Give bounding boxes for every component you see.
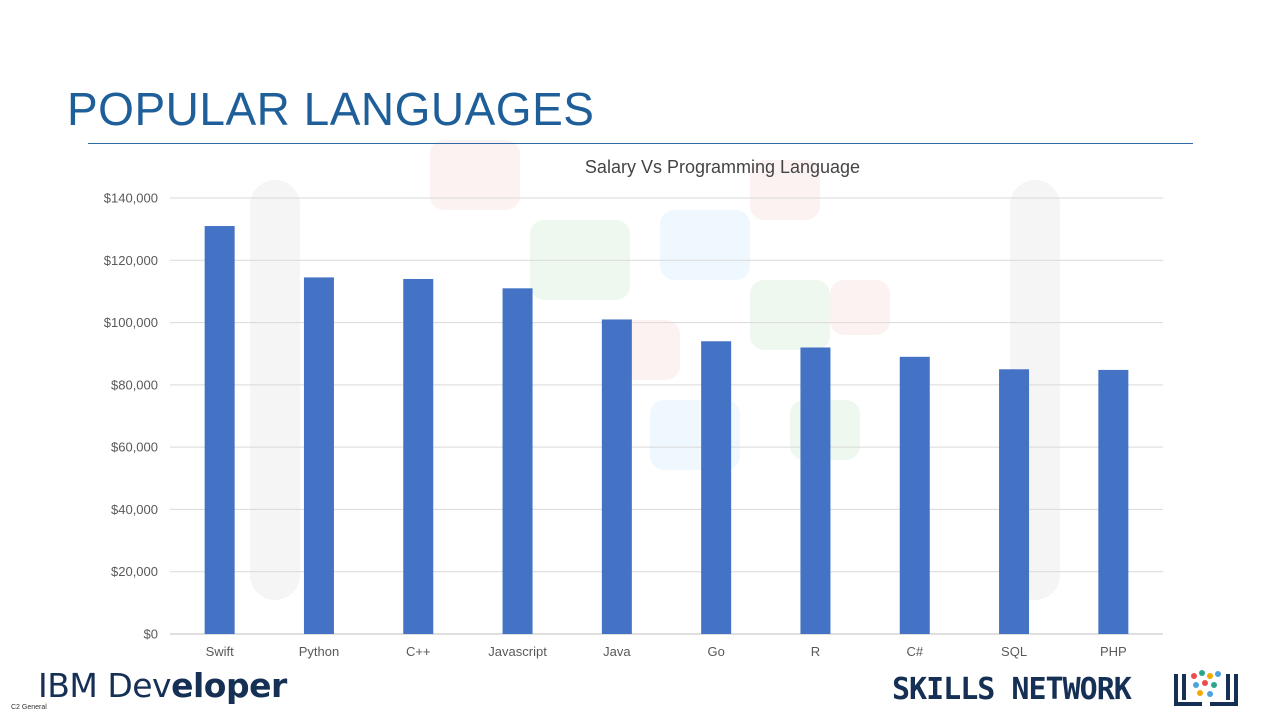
- skills-network-logo: SKILLS NETWORK: [892, 672, 1132, 707]
- gridlines: [170, 197, 1163, 635]
- x-tick-label: SQL: [1001, 644, 1027, 659]
- bars: [204, 226, 1129, 634]
- slide-title: POPULAR LANGUAGES: [67, 83, 595, 135]
- ibm-developer-logo: IBM Developer: [38, 666, 287, 705]
- bar-swift: [204, 226, 235, 634]
- x-tick-label: Javascript: [488, 644, 547, 659]
- y-tick-label: $20,000: [111, 564, 158, 579]
- y-tick-label: $40,000: [111, 502, 158, 517]
- bar-c-: [899, 356, 930, 634]
- y-tick-label: $120,000: [104, 253, 158, 268]
- x-tick-label: C#: [906, 644, 923, 659]
- x-tick-label: R: [811, 644, 820, 659]
- bar-java: [601, 319, 632, 634]
- classification-label: C2 General: [11, 704, 47, 711]
- x-tick-label: Python: [299, 644, 339, 659]
- title-divider: [88, 143, 1193, 144]
- x-tick-label: PHP: [1100, 644, 1127, 659]
- x-tick-label: Java: [603, 644, 631, 659]
- bar-r: [800, 347, 831, 634]
- y-tick-label: $60,000: [111, 440, 158, 455]
- chart-title: Salary Vs Programming Language: [584, 157, 861, 177]
- skills-network-book-icon: [1174, 670, 1238, 706]
- y-tick-label: $100,000: [104, 315, 158, 330]
- bar-go: [701, 341, 732, 634]
- bar-c-: [403, 278, 434, 634]
- y-tick-label: $0: [144, 627, 158, 642]
- x-tick-label: Swift: [206, 644, 235, 659]
- y-tick-label: $80,000: [111, 377, 158, 392]
- bar-javascript: [502, 288, 533, 634]
- bar-sql: [999, 369, 1030, 634]
- bar-python: [303, 277, 334, 634]
- x-tick-label: C++: [406, 644, 431, 659]
- y-tick-label: $140,000: [104, 191, 158, 206]
- x-tick-label: Go: [707, 644, 724, 659]
- y-axis-ticks: $0 $20,000 $40,000 $60,000 $80,000 $100,000 $1…: [104, 191, 158, 642]
- bar-php: [1098, 369, 1129, 634]
- x-axis-ticks: Swift Python C++ Javascript Java Go R C# SQL PHP: [206, 644, 1127, 659]
